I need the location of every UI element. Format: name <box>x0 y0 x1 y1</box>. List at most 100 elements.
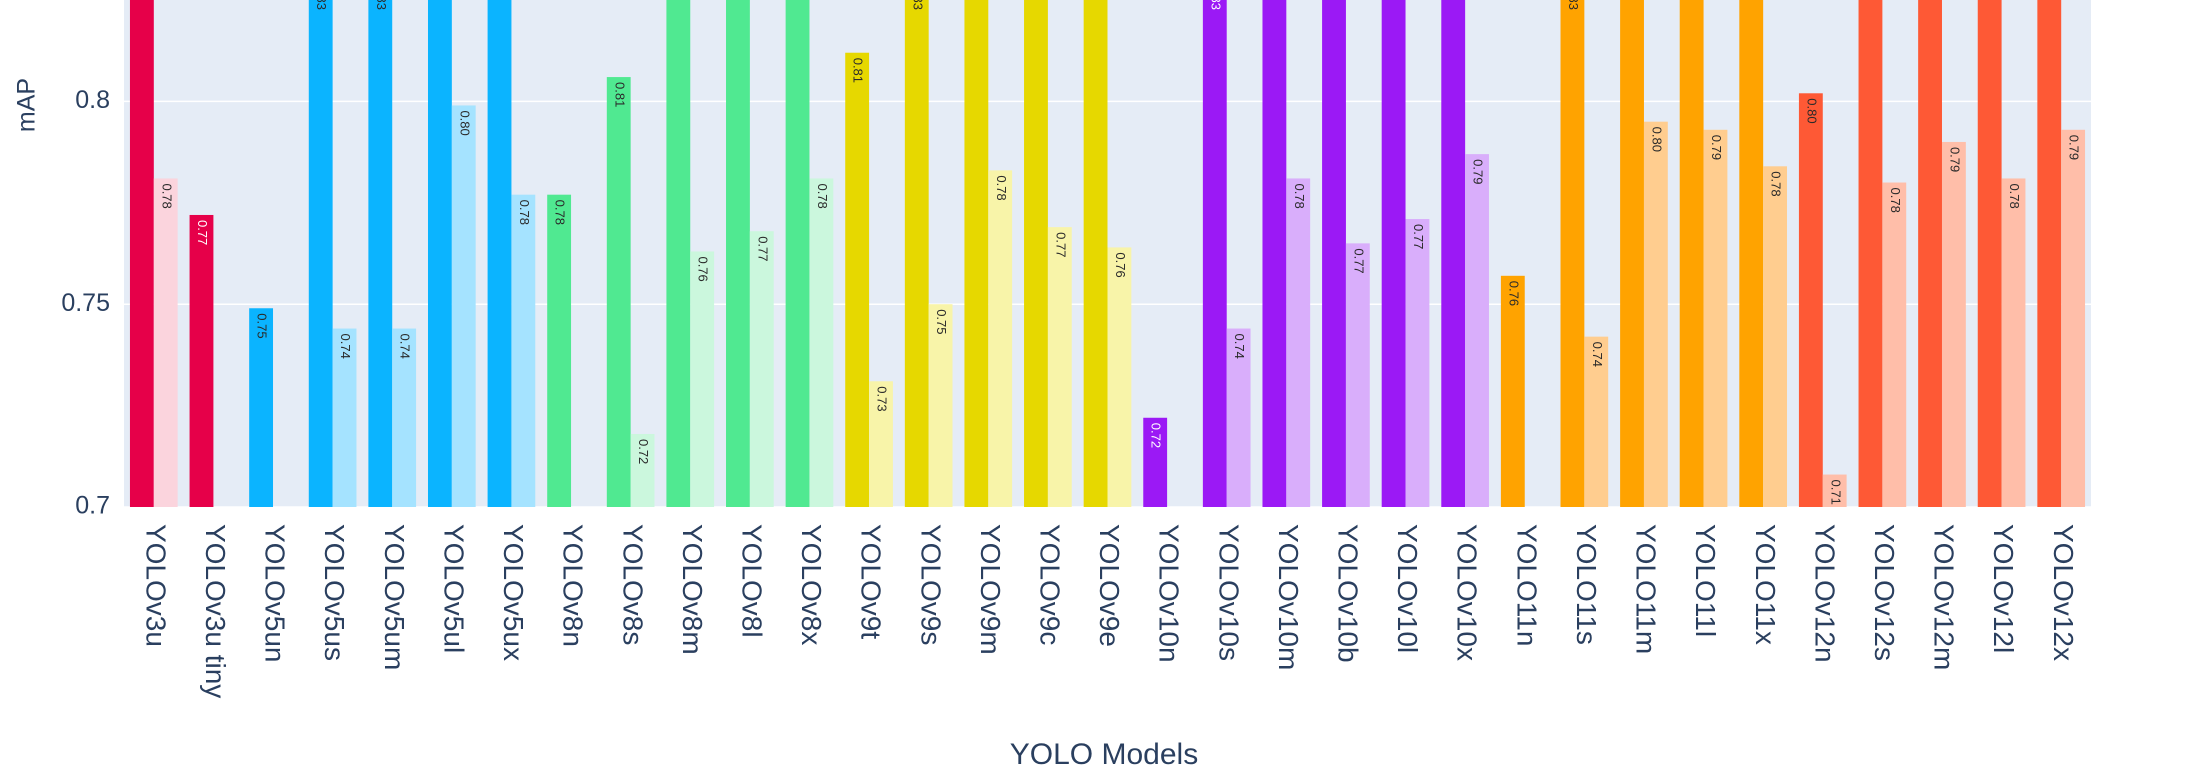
data-label: 0.72 <box>636 439 651 464</box>
data-label: 0.75 <box>255 313 270 338</box>
data-label: 0.83 <box>1566 0 1581 10</box>
bar <box>1882 182 1907 507</box>
bar <box>1798 93 1823 507</box>
bar <box>1763 166 1788 507</box>
bar <box>511 194 536 507</box>
x-tick-label: YOLOv10n <box>1154 524 1185 663</box>
bar <box>487 0 512 507</box>
bar <box>904 0 929 507</box>
data-label: 0.78 <box>553 200 568 225</box>
data-label: 0.77 <box>755 236 770 261</box>
data-label: 0.78 <box>994 175 1009 200</box>
y-axis-title: mAP <box>13 78 41 132</box>
x-tick-label: YOLO11s <box>1571 524 1602 645</box>
y-tick-label: 0.8 <box>75 86 110 114</box>
bar <box>1620 0 1644 507</box>
bar <box>869 381 893 507</box>
bar <box>726 0 750 507</box>
data-label: 0.76 <box>1506 281 1521 306</box>
bar <box>1083 0 1108 507</box>
x-tick-label: YOLOv8x <box>796 524 827 645</box>
data-label: 0.74 <box>398 334 413 359</box>
data-label: 0.79 <box>1471 159 1486 184</box>
data-label: 0.78 <box>517 200 532 225</box>
data-label: 0.77 <box>1411 224 1426 249</box>
x-tick-label: YOLO11n <box>1511 524 1542 646</box>
bar <box>1226 328 1251 507</box>
data-label: 0.79 <box>1947 147 1962 172</box>
x-tick-label: YOLOv12x <box>2048 524 2079 661</box>
data-label: 0.74 <box>1232 334 1247 359</box>
data-label: 0.83 <box>374 0 389 10</box>
bar <box>1322 0 1346 507</box>
bar <box>308 0 333 507</box>
data-label: 0.74 <box>338 334 353 359</box>
bar <box>1262 0 1287 507</box>
bar <box>1024 0 1048 507</box>
data-label: 0.83 <box>314 0 329 10</box>
data-label: 0.78 <box>1292 183 1307 208</box>
data-label: 0.77 <box>1053 232 1068 257</box>
data-label: 0.77 <box>195 220 210 245</box>
data-label: 0.83 <box>910 0 925 10</box>
x-tick-label: YOLOv12s <box>1869 524 1900 661</box>
data-label: 0.75 <box>934 309 949 334</box>
bar <box>1822 474 1847 507</box>
bar <box>1286 178 1311 507</box>
data-label: 0.76 <box>1113 252 1128 277</box>
axes: 0.7 0.75 0.8 YOLOv3u YOLOv3u tiny YOLOv5un YOL… <box>61 86 2078 698</box>
data-label: 0.81 <box>851 58 866 83</box>
x-tick-label: YOLOv9t <box>856 524 887 639</box>
bar <box>249 308 274 507</box>
data-label: 0.78 <box>1888 188 1903 213</box>
bar <box>1584 336 1609 507</box>
bar <box>1500 275 1525 507</box>
bar <box>332 328 357 507</box>
data-label: 0.79 <box>1709 135 1724 160</box>
bar <box>427 0 452 507</box>
bar <box>1679 0 1704 507</box>
bar <box>845 52 870 507</box>
x-tick-label: YOLOv9e <box>1094 524 1125 647</box>
bar <box>1977 0 2002 507</box>
x-tick-label: YOLOv9c <box>1035 524 1066 645</box>
x-axis-title: YOLO Models <box>1010 738 1198 771</box>
bar <box>1047 227 1072 507</box>
bar <box>1381 0 1406 507</box>
x-tick-label: YOLO11l <box>1690 524 1721 637</box>
bar <box>1405 219 1430 507</box>
bar <box>129 0 154 507</box>
x-tick-label: YOLOv12l <box>1988 524 2019 653</box>
x-tick-label: YOLOv9s <box>915 524 946 645</box>
data-label: 0.73 <box>875 386 890 411</box>
x-tick-label: YOLOv3u <box>140 524 171 647</box>
x-tick-label: YOLOv12m <box>1929 524 1960 670</box>
x-tick-label: YOLOv10b <box>1333 524 1364 663</box>
bar <box>928 304 953 507</box>
bar <box>1918 0 1942 507</box>
bar <box>749 231 774 507</box>
data-label: 0.78 <box>159 183 174 208</box>
data-label: 0.80 <box>1649 127 1664 152</box>
bar <box>2037 0 2062 507</box>
bar <box>1202 0 1227 507</box>
x-tick-label: YOLOv8s <box>617 524 648 645</box>
bar <box>1703 129 1728 507</box>
data-label: 0.77 <box>1351 248 1366 273</box>
bar <box>1739 0 1764 507</box>
y-tick-label: 0.7 <box>75 492 110 520</box>
data-label: 0.80 <box>1804 98 1819 123</box>
x-tick-label: YOLOv10l <box>1392 524 1423 653</box>
data-label: 0.83 <box>1208 0 1223 10</box>
data-label: 0.78 <box>815 183 830 208</box>
x-tick-label: YOLO11m <box>1631 524 1662 654</box>
bar <box>547 194 572 507</box>
data-label: 0.81 <box>612 82 627 107</box>
x-tick-label: YOLOv5um <box>379 524 410 670</box>
bar <box>368 0 393 507</box>
x-tick-label: YOLOv5us <box>319 524 350 661</box>
x-tick-label: YOLOv8l <box>736 524 767 638</box>
data-label: 0.78 <box>2007 183 2022 208</box>
x-tick-label: YOLOv3u tiny <box>200 524 231 698</box>
